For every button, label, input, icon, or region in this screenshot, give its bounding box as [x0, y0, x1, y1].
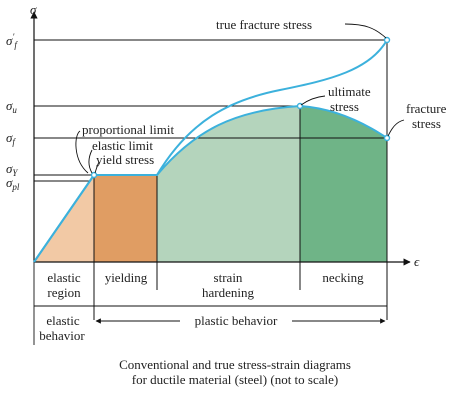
behavior-plastic: plastic behavior — [195, 313, 278, 328]
label-yield-stress: yield stress — [96, 152, 154, 167]
region-label-yielding: yielding — [105, 270, 148, 285]
tick-sigma-pl: σpl — [6, 175, 20, 192]
true-stress-strain-curve — [33, 39, 388, 263]
label-ultimate-line1: ultimate — [328, 84, 371, 99]
region-label-strain: strain — [214, 270, 243, 285]
region-label-hardening: hardening — [202, 285, 254, 300]
leader-proportional — [75, 130, 89, 174]
leader-elastic — [88, 149, 93, 174]
necking-region-fill — [300, 106, 387, 262]
label-true-fracture-stress: true fracture stress — [216, 17, 312, 32]
caption-line1: Conventional and true stress-strain diag… — [119, 357, 351, 372]
point-true-fracture — [383, 36, 391, 44]
leader-ultimate — [300, 95, 326, 106]
region-label-elastic-line2: region — [47, 285, 81, 300]
label-fracture-line1: fracture — [406, 101, 447, 116]
behavior-elastic-line2: behavior — [39, 328, 85, 343]
tick-sigma-f: σf — [6, 130, 16, 147]
region-label-elastic-line1: elastic — [47, 270, 80, 285]
conventional-stress-strain-curve — [33, 104, 388, 263]
region-label-necking: necking — [322, 270, 364, 285]
tick-sigma-y: σY — [6, 161, 18, 178]
behavior-elastic-line1: elastic — [46, 313, 79, 328]
y-axis-symbol: σ — [30, 2, 37, 17]
leader-yield — [94, 161, 100, 174]
label-proportional-limit: proportional limit — [82, 122, 174, 137]
yielding-region-fill — [94, 175, 157, 262]
point-yield — [90, 171, 98, 179]
label-fracture-line2: stress — [412, 116, 441, 131]
x-axis-symbol: ϵ — [414, 254, 420, 269]
tick-sigma-u: σu — [6, 98, 17, 115]
point-fracture — [383, 134, 391, 142]
leader-true-fracture — [344, 23, 387, 39]
label-ultimate-line2: stress — [330, 99, 359, 114]
label-elastic-limit: elastic limit — [92, 138, 153, 153]
leader-fracture — [387, 119, 405, 137]
caption-line2: for ductile material (steel) (not to sca… — [132, 372, 338, 387]
strain-hardening-region-fill — [157, 106, 300, 262]
tick-sigma-f-true: σ′f — [6, 32, 18, 50]
